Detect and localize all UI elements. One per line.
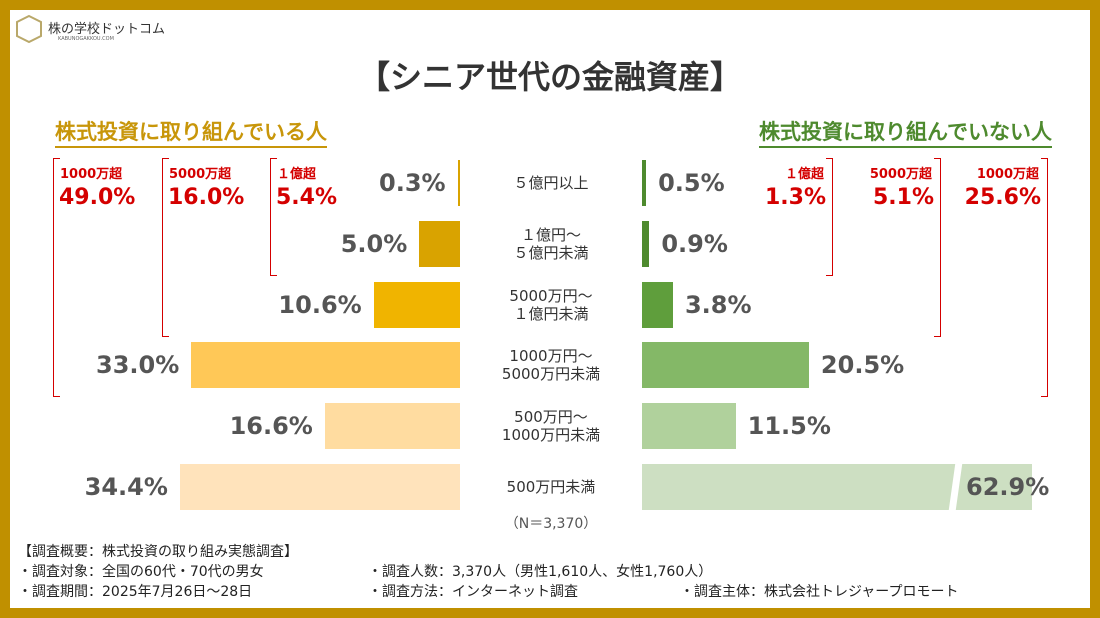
value-label: 34.4% — [84, 473, 168, 501]
logo-icon — [16, 14, 42, 44]
category-label: 500万円～ 1000万円未満 — [501, 408, 601, 445]
bracket-label: １億超 — [784, 167, 824, 182]
value-label: 33.0% — [96, 351, 180, 380]
bar — [642, 342, 809, 389]
logo: 株の学校ドットコム — [48, 22, 166, 37]
bar — [324, 403, 460, 450]
footer-item: ・調査方法：インターネット調査 — [368, 584, 578, 600]
footer-item: ・調査人数：3,370人（男性1,610人、女性1,760人） — [368, 564, 713, 580]
value-label: 0.5% — [658, 169, 725, 197]
logo-sub: KABUNOGAKKOU.COM — [58, 36, 114, 42]
bar — [642, 403, 736, 450]
bar — [457, 160, 460, 206]
value-label: 0.3% — [379, 169, 446, 197]
footer-item: ・調査主体：株式会社トレジャープロモート — [680, 584, 959, 600]
value-label: 3.8% — [684, 290, 752, 319]
series-name: 株式投資に取り組んでいない人 — [759, 116, 1052, 148]
bar — [642, 281, 673, 328]
category-label: 1000万円～ 5000万円未満 — [501, 347, 601, 384]
value-label: 10.6% — [278, 290, 362, 319]
footer-heading: 【調査概要：株式投資の取り組み実態調査】 — [18, 544, 298, 560]
category-label: 5000万円～ １億円未満 — [509, 286, 593, 323]
bracket — [934, 158, 941, 337]
bracket-value: 16.0% — [168, 185, 245, 210]
bracket-label: 1000万超 — [60, 167, 123, 182]
canvas: 株の学校ドットコム KABUNOGAKKOU.COM 【シニア世代の金融資産】 … — [10, 10, 1090, 608]
footer-item: ・調査対象：全国の60代・70代の男女 — [18, 564, 264, 580]
bracket-label: １億超 — [277, 167, 317, 182]
bracket — [270, 158, 277, 276]
series-name: 株式投資に取り組んでいる人 — [55, 116, 327, 148]
bar — [373, 281, 460, 328]
value-label: 0.9% — [661, 229, 728, 258]
category-label: 500万円未満 — [506, 478, 596, 496]
bracket — [162, 158, 169, 337]
bracket-value: 5.4% — [276, 185, 338, 210]
value-label: 11.5% — [747, 412, 831, 441]
bracket — [826, 158, 833, 276]
bracket — [53, 158, 60, 398]
bracket-label: 5000万超 — [169, 167, 232, 182]
bracket-value: 25.6% — [964, 185, 1041, 210]
value-label: 5.0% — [340, 229, 408, 258]
bracket-label: 5000万超 — [869, 167, 932, 182]
bracket-value: 5.1% — [872, 185, 934, 210]
bar — [642, 464, 1032, 510]
bar — [642, 160, 647, 206]
bracket-value: 1.3% — [764, 185, 826, 210]
bracket-value: 49.0% — [59, 185, 136, 210]
value-label: 62.9% — [966, 473, 1050, 501]
note: （N＝3,370） — [504, 516, 598, 532]
bar — [179, 464, 460, 510]
bar — [419, 220, 460, 267]
bar — [642, 220, 650, 267]
bracket-label: 1000万超 — [976, 167, 1039, 182]
category-label: １億円～ ５億円未満 — [513, 225, 589, 262]
footer-item: ・調査期間：2025年7月26日～28日 — [18, 584, 253, 600]
category-label: ５億円以上 — [513, 174, 589, 192]
value-label: 20.5% — [820, 351, 905, 380]
bracket — [1041, 158, 1048, 398]
chart-title: 【シニア世代の金融資産】 — [357, 58, 742, 96]
value-label: 16.6% — [229, 412, 313, 441]
bar — [191, 342, 460, 389]
